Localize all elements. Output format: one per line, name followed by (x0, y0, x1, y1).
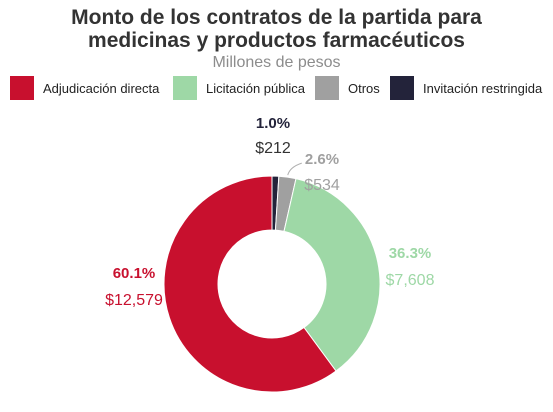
chart-title: Monto de los contratos de la partida par… (0, 6, 553, 52)
legend-swatch (390, 76, 414, 100)
slice-adjudicacion-directa (163, 175, 337, 393)
donut-slices (163, 175, 381, 393)
value-label-adjudicacion-directa: $12,579 (105, 292, 163, 309)
chart-subtitle: Millones de pesos (212, 54, 341, 71)
chart-title-line-1: Monto de los contratos de la partida par… (71, 6, 482, 29)
value-label-invitacion-restringida: $212 (255, 140, 291, 157)
chart-legend: Adjudicación directa Licitación pública … (10, 76, 550, 100)
legend-swatch (173, 76, 197, 100)
value-label-otros: $534 (304, 177, 340, 194)
percent-label-adjudicacion-directa: 60.1% (113, 265, 156, 282)
leader-line (287, 162, 302, 176)
percent-label-invitacion-restringida: 1.0% (256, 115, 290, 132)
legend-label: Licitación pública (206, 80, 306, 96)
legend-item-licitacion-publica: Licitación pública (173, 76, 305, 100)
legend-label: Otros (348, 80, 380, 96)
legend-item-otros: Otros (315, 76, 380, 100)
legend-label: Invitación restringida (423, 80, 543, 96)
legend-label: Adjudicación directa (43, 80, 160, 96)
slice-licitacion-publica (283, 178, 381, 372)
percent-label-otros: 2.6% (305, 151, 339, 168)
value-label-licitacion-publica: $7,608 (386, 272, 435, 289)
legend-swatch (315, 76, 339, 100)
chart-title-line-2: medicinas y productos farmacéuticos (88, 29, 465, 52)
legend-item-invitacion-restringida: Invitación restringida (390, 76, 542, 100)
legend-swatch (10, 76, 34, 100)
slice-labels: 1.0% $212 2.6% $534 36.3% $7,608 60.1% $12,579 (105, 115, 434, 309)
legend-item-adjudicacion-directa: Adjudicación directa (10, 76, 159, 100)
percent-label-licitacion-publica: 36.3% (389, 245, 432, 262)
